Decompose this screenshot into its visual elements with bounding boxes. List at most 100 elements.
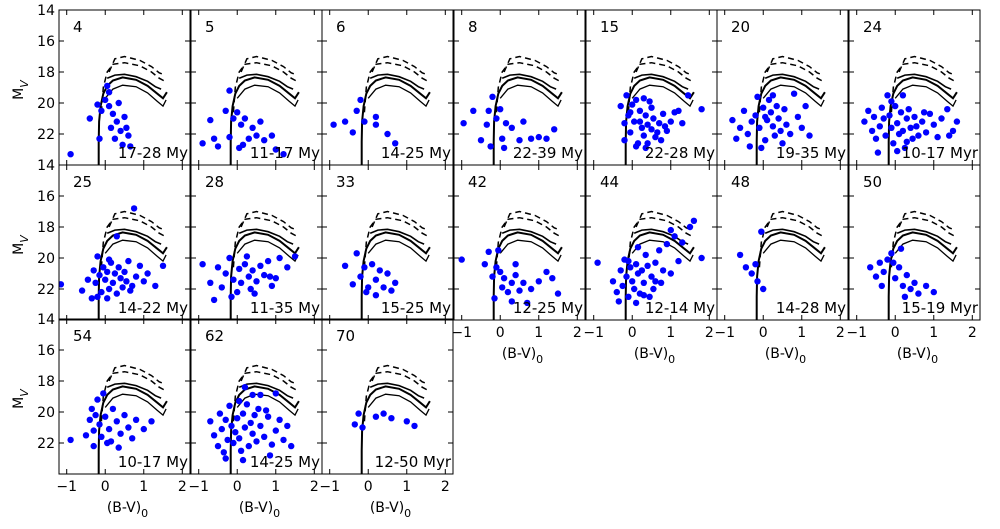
star-point [876, 123, 883, 130]
x-axis-title: (B-V)0 [634, 346, 675, 366]
y-tick-label: 16 [37, 34, 55, 50]
star-point [634, 244, 642, 251]
star-point [372, 113, 380, 121]
isochrone-solid-line [764, 73, 820, 90]
star-point [619, 282, 626, 290]
star-point [241, 384, 249, 391]
star-point [226, 87, 233, 94]
y-tick-label: 20 [37, 405, 55, 421]
star-point [249, 391, 256, 399]
y-tick-label: 22 [37, 436, 55, 452]
star-point [111, 270, 119, 277]
x-tick-label: −1 [583, 325, 604, 341]
star-point [104, 295, 111, 302]
cmd-panel-50: 50 15-19 Myr −1 0 1 2 [846, 164, 981, 341]
star-point [907, 124, 914, 131]
x-tick-label: −1 [451, 325, 472, 341]
star-point [372, 292, 380, 299]
star-point [372, 413, 380, 420]
panel-id-label: 4 [73, 18, 83, 36]
y-tick-label: 16 [37, 343, 55, 359]
star-point [255, 405, 262, 413]
star-point [627, 129, 634, 136]
star-point [499, 135, 506, 142]
star-point [897, 245, 905, 252]
panel-frame [716, 164, 849, 321]
panel-content [207, 364, 300, 474]
panel-id-label: 20 [731, 18, 750, 36]
star-point [214, 442, 222, 450]
star-point [790, 90, 798, 97]
star-point [284, 422, 291, 430]
x-tick-label: 2 [573, 325, 582, 341]
cmd-panel-28: 28 11-35 My [190, 164, 323, 321]
star-point [481, 261, 488, 268]
cmd-panel-15: 15 22-28 My [585, 9, 718, 166]
star-point [117, 430, 124, 437]
star-point [460, 120, 467, 127]
star-point [915, 132, 922, 139]
star-point [121, 268, 128, 276]
star-point [236, 397, 243, 405]
isochrone-solid-line [887, 76, 958, 165]
x-axis-title: (B-V)0 [239, 500, 280, 520]
star-point [341, 118, 349, 125]
star-point [92, 279, 99, 286]
star-point [234, 415, 241, 422]
star-point [272, 427, 279, 434]
panel-id-label: 24 [863, 18, 882, 36]
star-point [243, 253, 251, 260]
star-point [631, 285, 638, 293]
panel-content [867, 210, 958, 320]
star-point [901, 293, 909, 300]
star-point [388, 415, 395, 422]
isochrone-dashed-line [108, 210, 166, 231]
star-point [903, 115, 910, 122]
star-point [90, 427, 97, 434]
star-point [349, 281, 356, 288]
star-point [656, 120, 663, 127]
star-point [609, 278, 617, 285]
star-point [644, 262, 651, 269]
star-point [489, 93, 496, 101]
star-point [330, 121, 337, 128]
x-axis-title: (B-V)0 [107, 500, 148, 520]
y-tick-label: 18 [37, 220, 55, 236]
isochrone-dashed-line [232, 216, 298, 268]
isochrone-dashed-line [240, 55, 298, 76]
star-point [798, 124, 805, 131]
isochrone-solid-line [97, 385, 168, 474]
star-point [148, 418, 155, 425]
star-point [253, 132, 260, 139]
star-point [783, 121, 790, 128]
star-point [125, 257, 132, 265]
x-tick-label: 1 [402, 479, 411, 495]
star-point [640, 132, 647, 139]
star-point [222, 455, 229, 462]
star-point [261, 433, 268, 440]
star-point [623, 273, 630, 280]
isochrone-solid-line [104, 84, 167, 108]
x-tick-label: 2 [968, 325, 977, 341]
isochrone-solid-line [236, 393, 299, 417]
isochrone-solid-line [762, 84, 825, 108]
star-point [251, 411, 258, 419]
isochrone-solid-line [764, 228, 820, 245]
star-point [236, 144, 243, 152]
star-point [113, 290, 121, 297]
isochrone-solid-line [367, 84, 430, 108]
star-point [899, 282, 907, 290]
star-point [109, 405, 117, 413]
star-point [207, 116, 214, 124]
star-point [127, 287, 134, 294]
x-tick-label: 1 [797, 325, 806, 341]
star-point [497, 268, 504, 276]
y-tick-label: 18 [37, 65, 55, 81]
star-point [613, 288, 620, 296]
star-point [667, 118, 674, 125]
star-point [237, 279, 245, 286]
star-point [257, 422, 264, 430]
panel-frame [848, 164, 981, 321]
x-tick-label: −1 [319, 479, 340, 495]
